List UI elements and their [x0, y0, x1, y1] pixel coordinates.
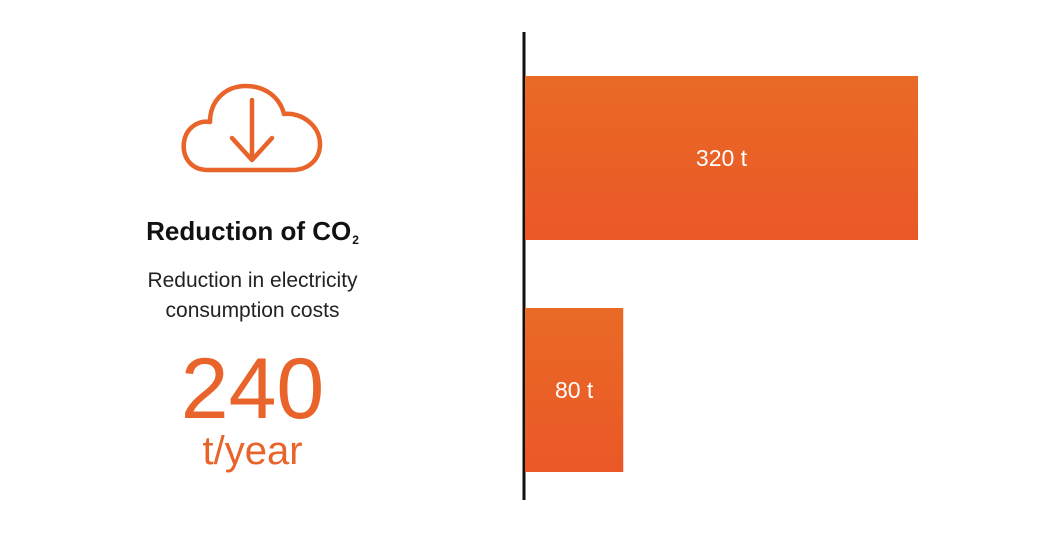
- heading-main: Reduction of CO: [146, 216, 352, 246]
- description: Reduction in electricity consumption cos…: [90, 266, 415, 326]
- bar-label-1: 80 t: [555, 377, 594, 403]
- bar-1: [525, 308, 624, 472]
- description-line-2: consumption costs: [165, 299, 340, 322]
- bar-label-0: 320 t: [696, 145, 748, 171]
- heading-subscript: 2: [352, 233, 359, 247]
- reduction-unit: t/year: [202, 429, 303, 473]
- description-line-1: Reduction in electricity: [147, 269, 358, 292]
- info-panel: Reduction of CO2 Reduction in electricit…: [90, 0, 415, 535]
- heading: Reduction of CO2: [90, 216, 415, 247]
- bar-0: [525, 76, 918, 240]
- reduction-value: 240: [180, 341, 325, 437]
- cloud-download-icon: [181, 83, 323, 173]
